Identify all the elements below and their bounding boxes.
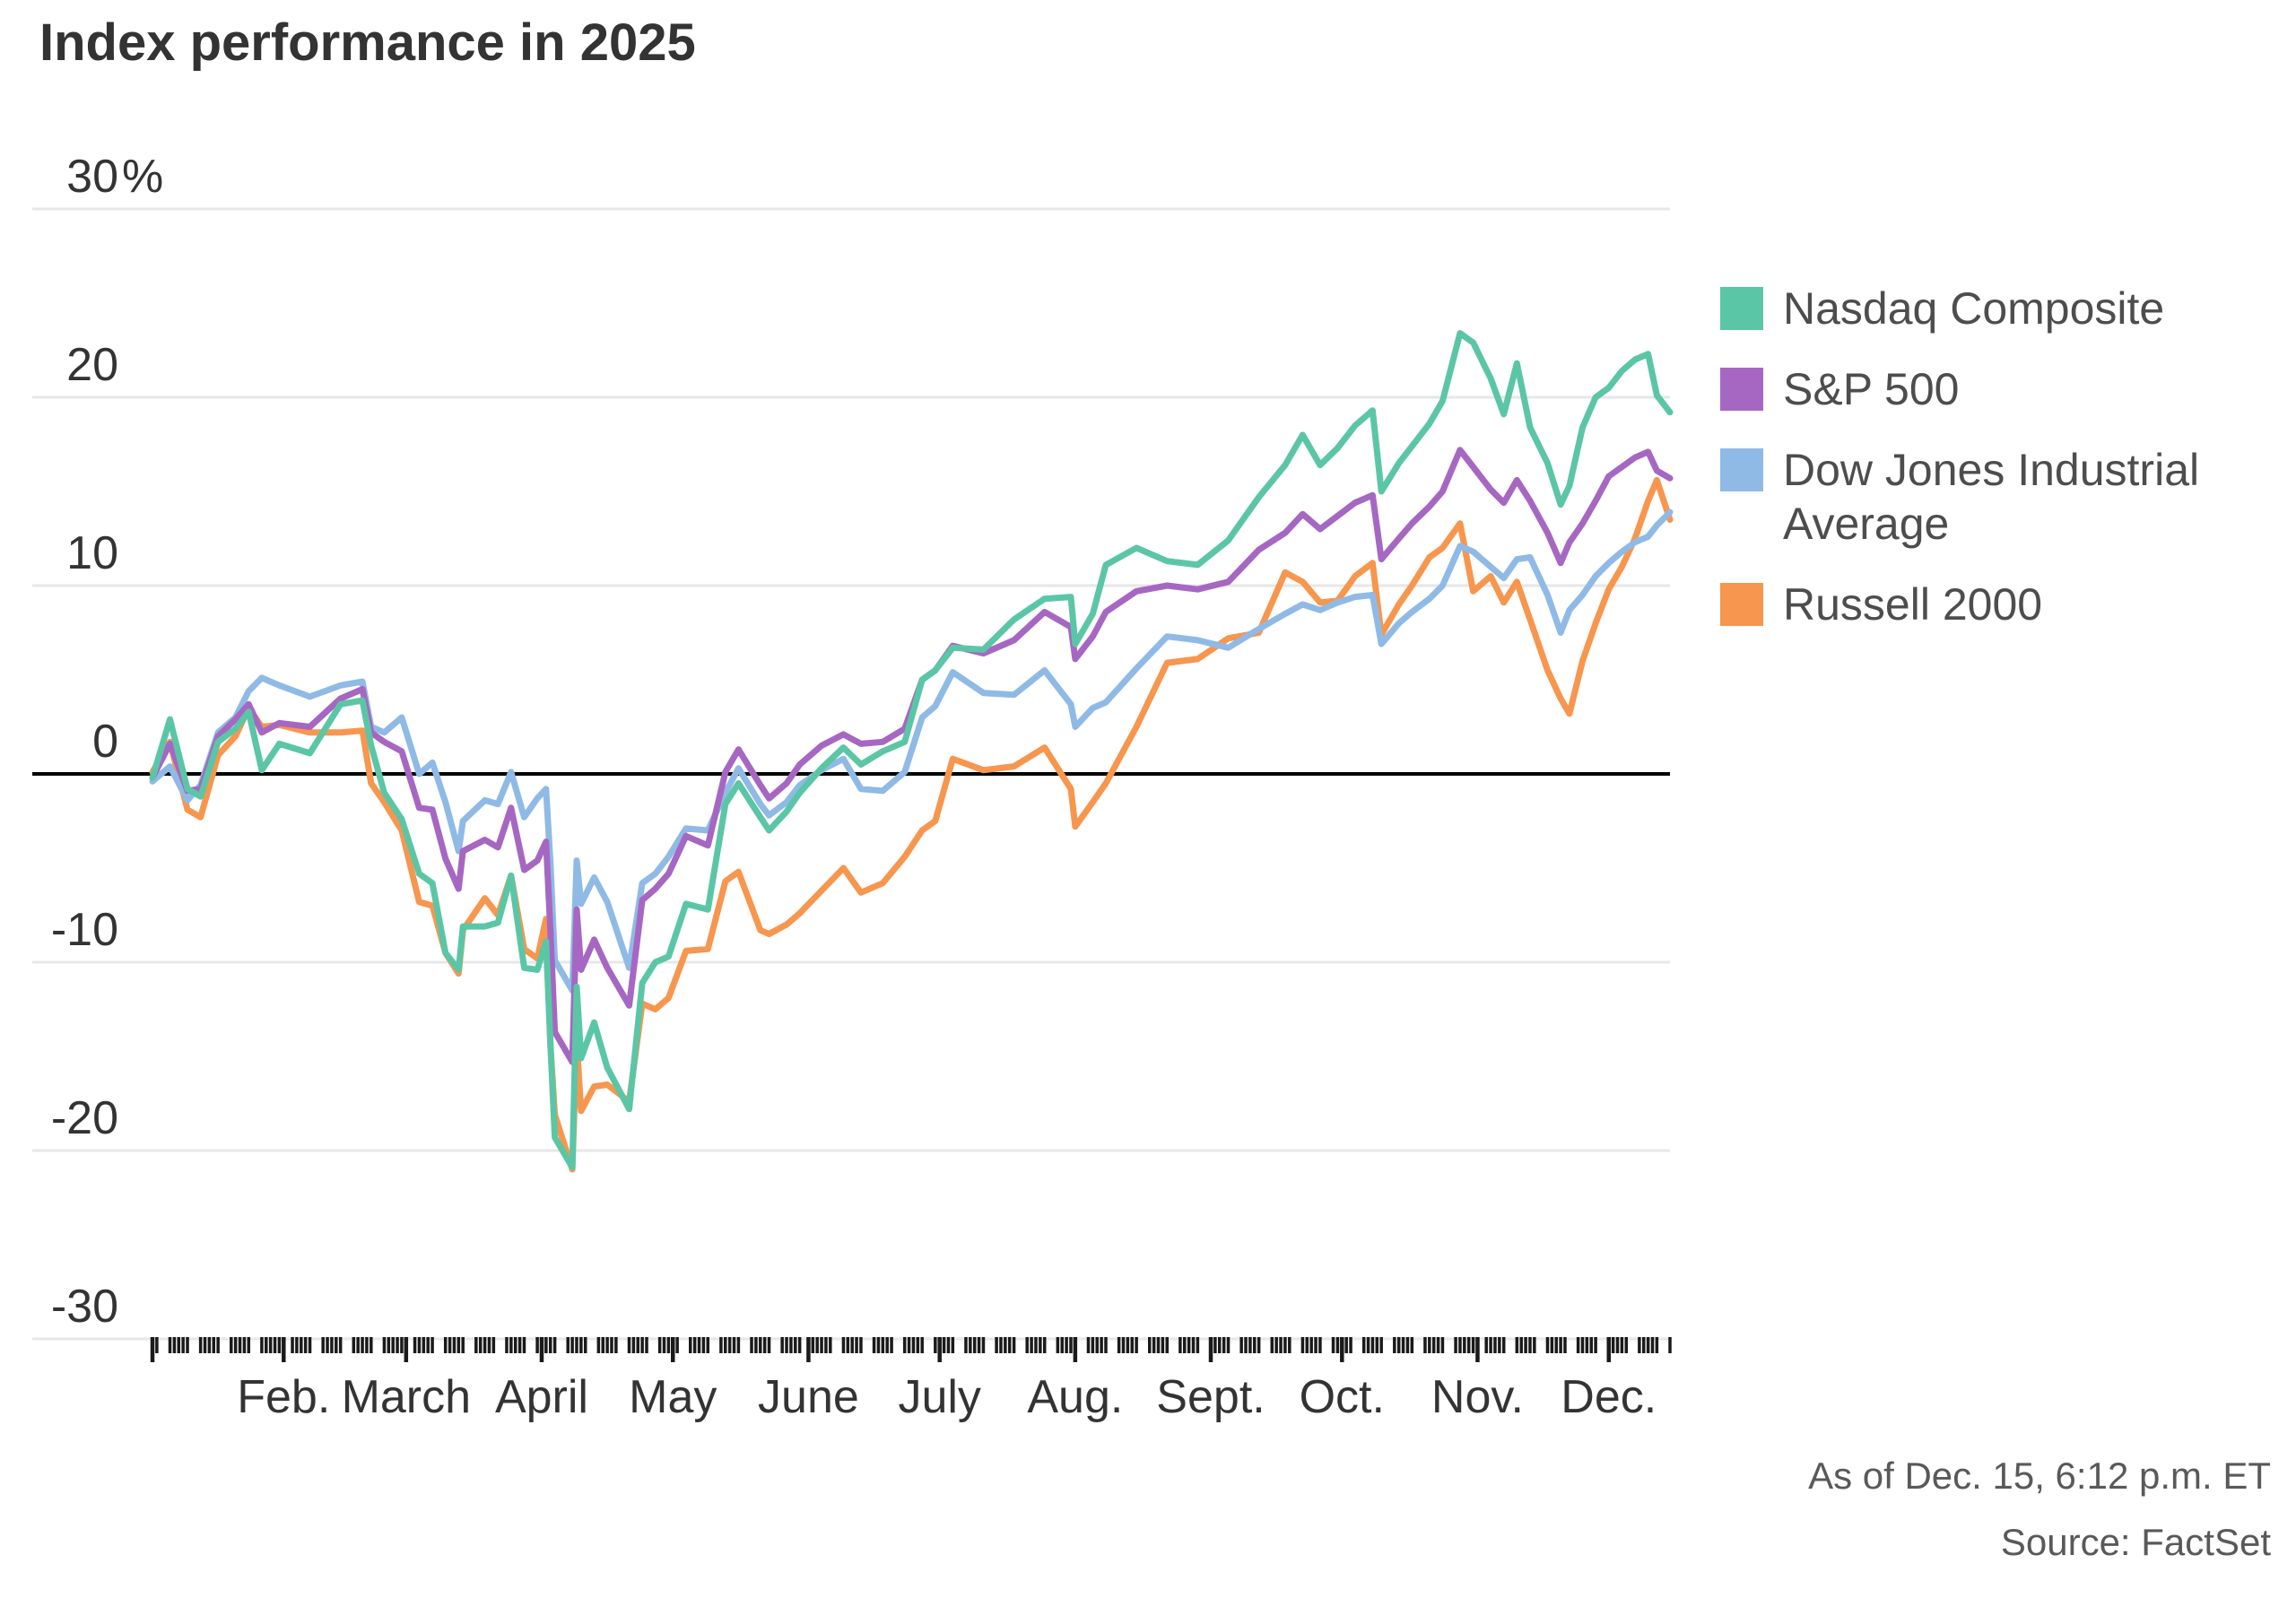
legend-item-s-p-500: S&P 500 — [1720, 364, 2199, 416]
legend-swatch-icon — [1720, 287, 1763, 330]
legend-swatch-icon — [1720, 448, 1763, 491]
x-axis-label-nov: Nov. — [1431, 1371, 1524, 1423]
y-axis-label-number: 20 — [66, 339, 118, 391]
y-axis-label-20: 20 — [0, 342, 118, 388]
x-axis-label-april: April — [494, 1371, 588, 1423]
legend-label: Dow Jones Industrial Average — [1783, 445, 2200, 549]
y-axis-label-number: 30 — [66, 151, 118, 203]
chart-title: Index performance in 2025 — [39, 13, 696, 72]
x-axis-label-march: March — [341, 1371, 472, 1423]
legend-label: S&P 500 — [1783, 364, 1960, 414]
x-axis-label-sept: Sept. — [1156, 1371, 1265, 1423]
y-axis-label-number: -20 — [50, 1092, 118, 1144]
y-axis-label-30: 30% — [0, 151, 163, 203]
y-axis-label-number: 10 — [66, 527, 118, 579]
y-axis-label-10: 10 — [0, 530, 118, 577]
series-line-s-p-500 — [149, 447, 1674, 1065]
x-axis-label-dec: Dec. — [1561, 1371, 1657, 1423]
y-axis-label--30: -30 — [0, 1283, 118, 1330]
legend-label: Russell 2000 — [1783, 579, 2043, 630]
legend-item-russell-2000: Russell 2000 — [1720, 579, 2199, 631]
series-line-russell-2000 — [149, 476, 1674, 1173]
y-axis-label-number: -30 — [50, 1281, 118, 1333]
y-axis-label--10: -10 — [0, 907, 118, 953]
legend: Nasdaq Composite S&P 500 Dow Jones Industr… — [1720, 283, 2199, 662]
legend-item-dow-jones-industrial-average: Dow Jones Industrial Average — [1720, 445, 2199, 551]
x-axis-label-may: May — [629, 1371, 718, 1423]
y-axis-label-number: -10 — [50, 904, 118, 956]
source-credit: Source: FactSet — [2000, 1521, 2271, 1563]
percent-suffix: % — [122, 151, 164, 203]
x-axis-label-aug: Aug. — [1027, 1371, 1124, 1423]
x-axis-label-june: June — [758, 1371, 859, 1423]
legend-swatch-icon — [1720, 583, 1763, 626]
series-line-dow-jones-industrial-average — [149, 508, 1674, 994]
legend-item-nasdaq-composite: Nasdaq Composite — [1720, 283, 2199, 335]
x-axis-label-july: July — [898, 1371, 981, 1423]
x-axis-label-feb: Feb. — [237, 1371, 331, 1423]
y-axis-label--20: -20 — [0, 1095, 118, 1142]
as-of-timestamp: As of Dec. 15, 6:12 p.m. ET — [1808, 1455, 2271, 1497]
series-line-nasdaq-composite — [149, 330, 1674, 1171]
y-axis-label-0: 0 — [0, 718, 118, 765]
x-axis-label-oct: Oct. — [1299, 1371, 1385, 1423]
y-axis-label-number: 0 — [92, 716, 118, 768]
legend-swatch-icon — [1720, 368, 1763, 411]
legend-label: Nasdaq Composite — [1783, 283, 2165, 334]
